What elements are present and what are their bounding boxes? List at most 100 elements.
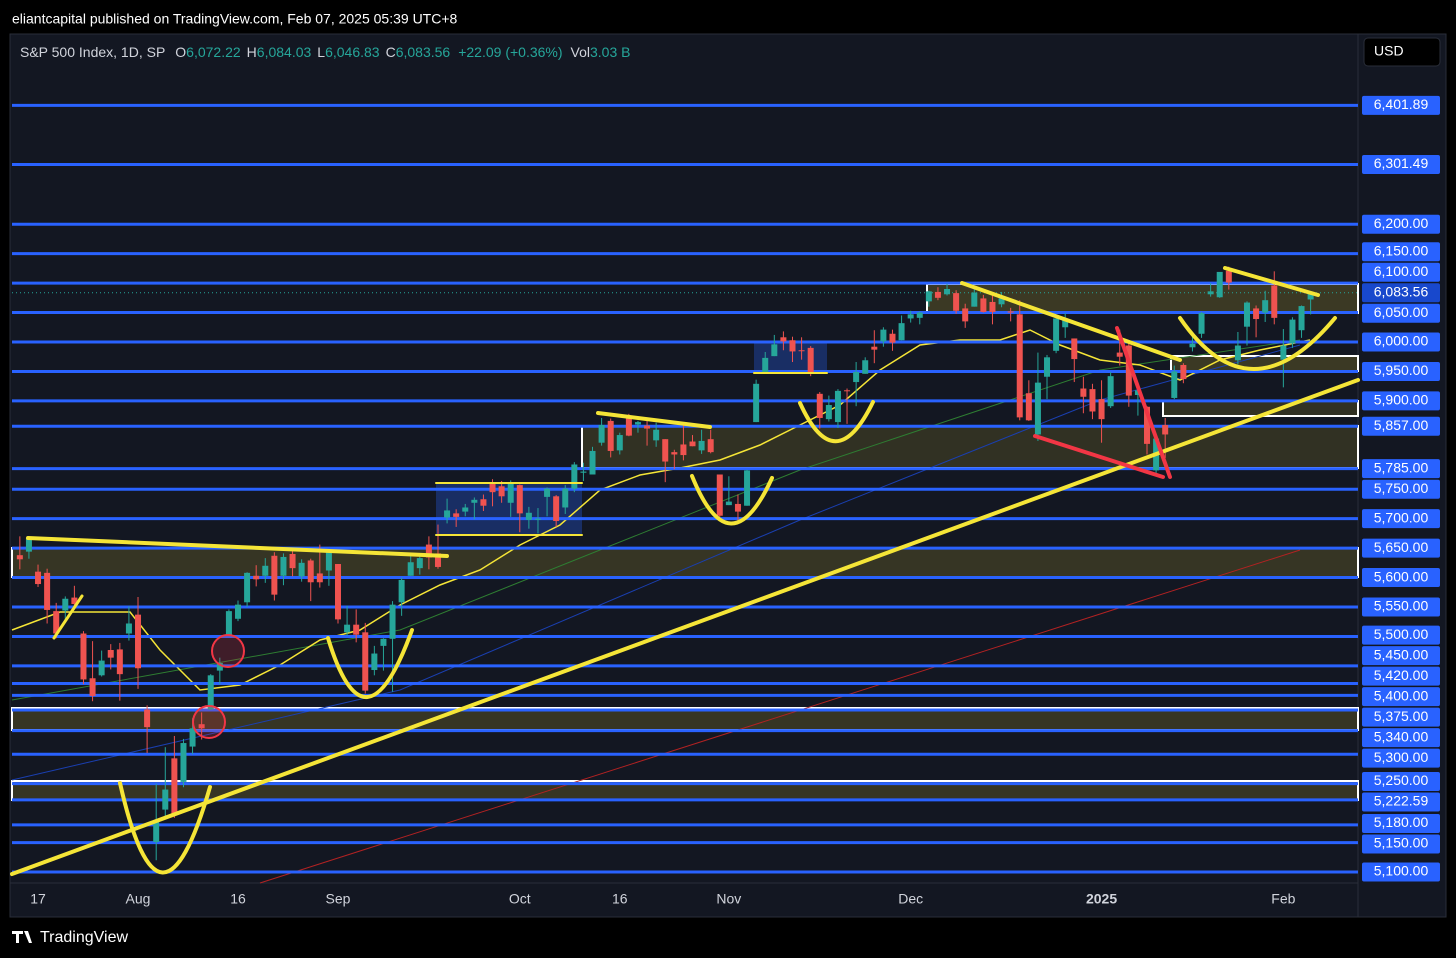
candle-body xyxy=(989,301,996,312)
price-tag xyxy=(1362,834,1440,854)
candle-body xyxy=(716,474,723,516)
candle-body xyxy=(425,544,432,558)
candle-body xyxy=(235,604,242,619)
candle-body xyxy=(116,649,123,675)
candle-body xyxy=(353,624,360,635)
volume-value: 3.03 B xyxy=(590,44,630,60)
y-tick-label: 5,857.00 xyxy=(1374,417,1429,433)
candle-body xyxy=(44,572,51,610)
candle-body xyxy=(880,329,887,342)
last-price-label: 6,083.56 xyxy=(1374,283,1429,299)
y-tick-label: 5,375.00 xyxy=(1374,708,1429,724)
candle-body xyxy=(1262,300,1269,313)
candle-body xyxy=(189,728,196,747)
x-tick-label: Aug xyxy=(126,891,151,907)
candle-body xyxy=(1053,318,1060,351)
candle-body xyxy=(571,464,578,489)
x-tick-label: Dec xyxy=(898,891,923,907)
candle-body xyxy=(1098,399,1105,420)
y-tick-label: 5,900.00 xyxy=(1374,392,1429,408)
y-tick-label: 5,785.00 xyxy=(1374,459,1429,475)
candle-body xyxy=(544,488,551,497)
trend-line xyxy=(960,281,1182,362)
candle-body xyxy=(471,499,478,503)
candle-body xyxy=(280,556,287,576)
candle-body xyxy=(1189,343,1196,348)
legend-label: L xyxy=(317,44,325,60)
candle-body xyxy=(1271,285,1278,318)
currency-button[interactable] xyxy=(1363,37,1441,67)
y-tick-label: 5,700.00 xyxy=(1374,509,1429,525)
candle-body xyxy=(371,653,378,671)
candle-body xyxy=(1207,291,1214,295)
wedge-line xyxy=(1033,434,1165,479)
candle-body xyxy=(1307,292,1314,300)
candle-body xyxy=(598,425,605,443)
price-tag xyxy=(1362,625,1440,645)
candle-body xyxy=(616,435,623,451)
trend-line xyxy=(10,378,1360,876)
candle-body xyxy=(525,512,532,520)
candles xyxy=(16,266,1314,861)
candle-body xyxy=(334,564,341,620)
candle-body xyxy=(1198,313,1205,334)
candle-body xyxy=(1062,320,1069,328)
candle-body xyxy=(289,554,296,569)
candle-body xyxy=(144,709,151,728)
candle-body xyxy=(480,499,487,506)
candle-body xyxy=(35,571,42,585)
currency-label[interactable]: USD xyxy=(1374,43,1404,59)
x-tick-label: Nov xyxy=(716,891,741,907)
candle-body xyxy=(771,344,778,357)
candle-body xyxy=(153,821,160,842)
legend-value: 6,072.22 xyxy=(186,44,241,60)
candle-body xyxy=(1289,319,1296,344)
candle-body xyxy=(934,291,941,298)
price-tag xyxy=(1362,538,1440,558)
x-tick-label: Feb xyxy=(1271,891,1295,907)
candle-body xyxy=(344,624,351,633)
price-tag xyxy=(1362,646,1440,666)
candle-body xyxy=(689,441,696,447)
candle-body xyxy=(71,597,78,605)
price-tag xyxy=(1362,568,1440,588)
candle-body xyxy=(1253,308,1260,320)
candle-body xyxy=(834,390,841,423)
candle-body xyxy=(1234,345,1241,361)
publisher-line: eliantcapital published on TradingView.c… xyxy=(12,11,458,27)
candle-body xyxy=(680,444,687,456)
candle-body xyxy=(1298,306,1305,331)
candle-body xyxy=(625,416,632,436)
candle-body xyxy=(1243,302,1250,327)
footer-brand: TradingView xyxy=(40,929,128,946)
candle-body xyxy=(162,789,169,810)
candle-body xyxy=(1280,345,1287,360)
candle-body xyxy=(644,425,651,429)
y-tick-label: 5,650.00 xyxy=(1374,539,1429,555)
candle-body xyxy=(89,678,96,696)
price-tag xyxy=(1362,792,1440,812)
candle-body xyxy=(1089,389,1096,412)
cup-arc xyxy=(798,400,875,444)
candle-body xyxy=(953,293,960,311)
candle-body xyxy=(307,560,314,583)
trend-line xyxy=(26,536,449,558)
price-tag xyxy=(1362,303,1440,323)
candle-body xyxy=(362,632,369,691)
moving-average-line xyxy=(259,549,1301,884)
candle-body xyxy=(916,312,923,318)
price-tag xyxy=(1362,666,1440,686)
candle-body xyxy=(298,562,305,577)
price-tag xyxy=(1362,813,1440,833)
trend-line xyxy=(596,411,712,429)
candle-body xyxy=(762,357,769,374)
candle-body xyxy=(53,611,60,634)
highlight-circle xyxy=(192,705,226,739)
candle-body xyxy=(980,298,987,312)
candle-body xyxy=(1044,357,1051,377)
candle-body xyxy=(225,611,232,636)
y-tick-label: 5,750.00 xyxy=(1374,480,1429,496)
cup-arc xyxy=(1178,316,1337,371)
candle-body xyxy=(453,513,460,517)
